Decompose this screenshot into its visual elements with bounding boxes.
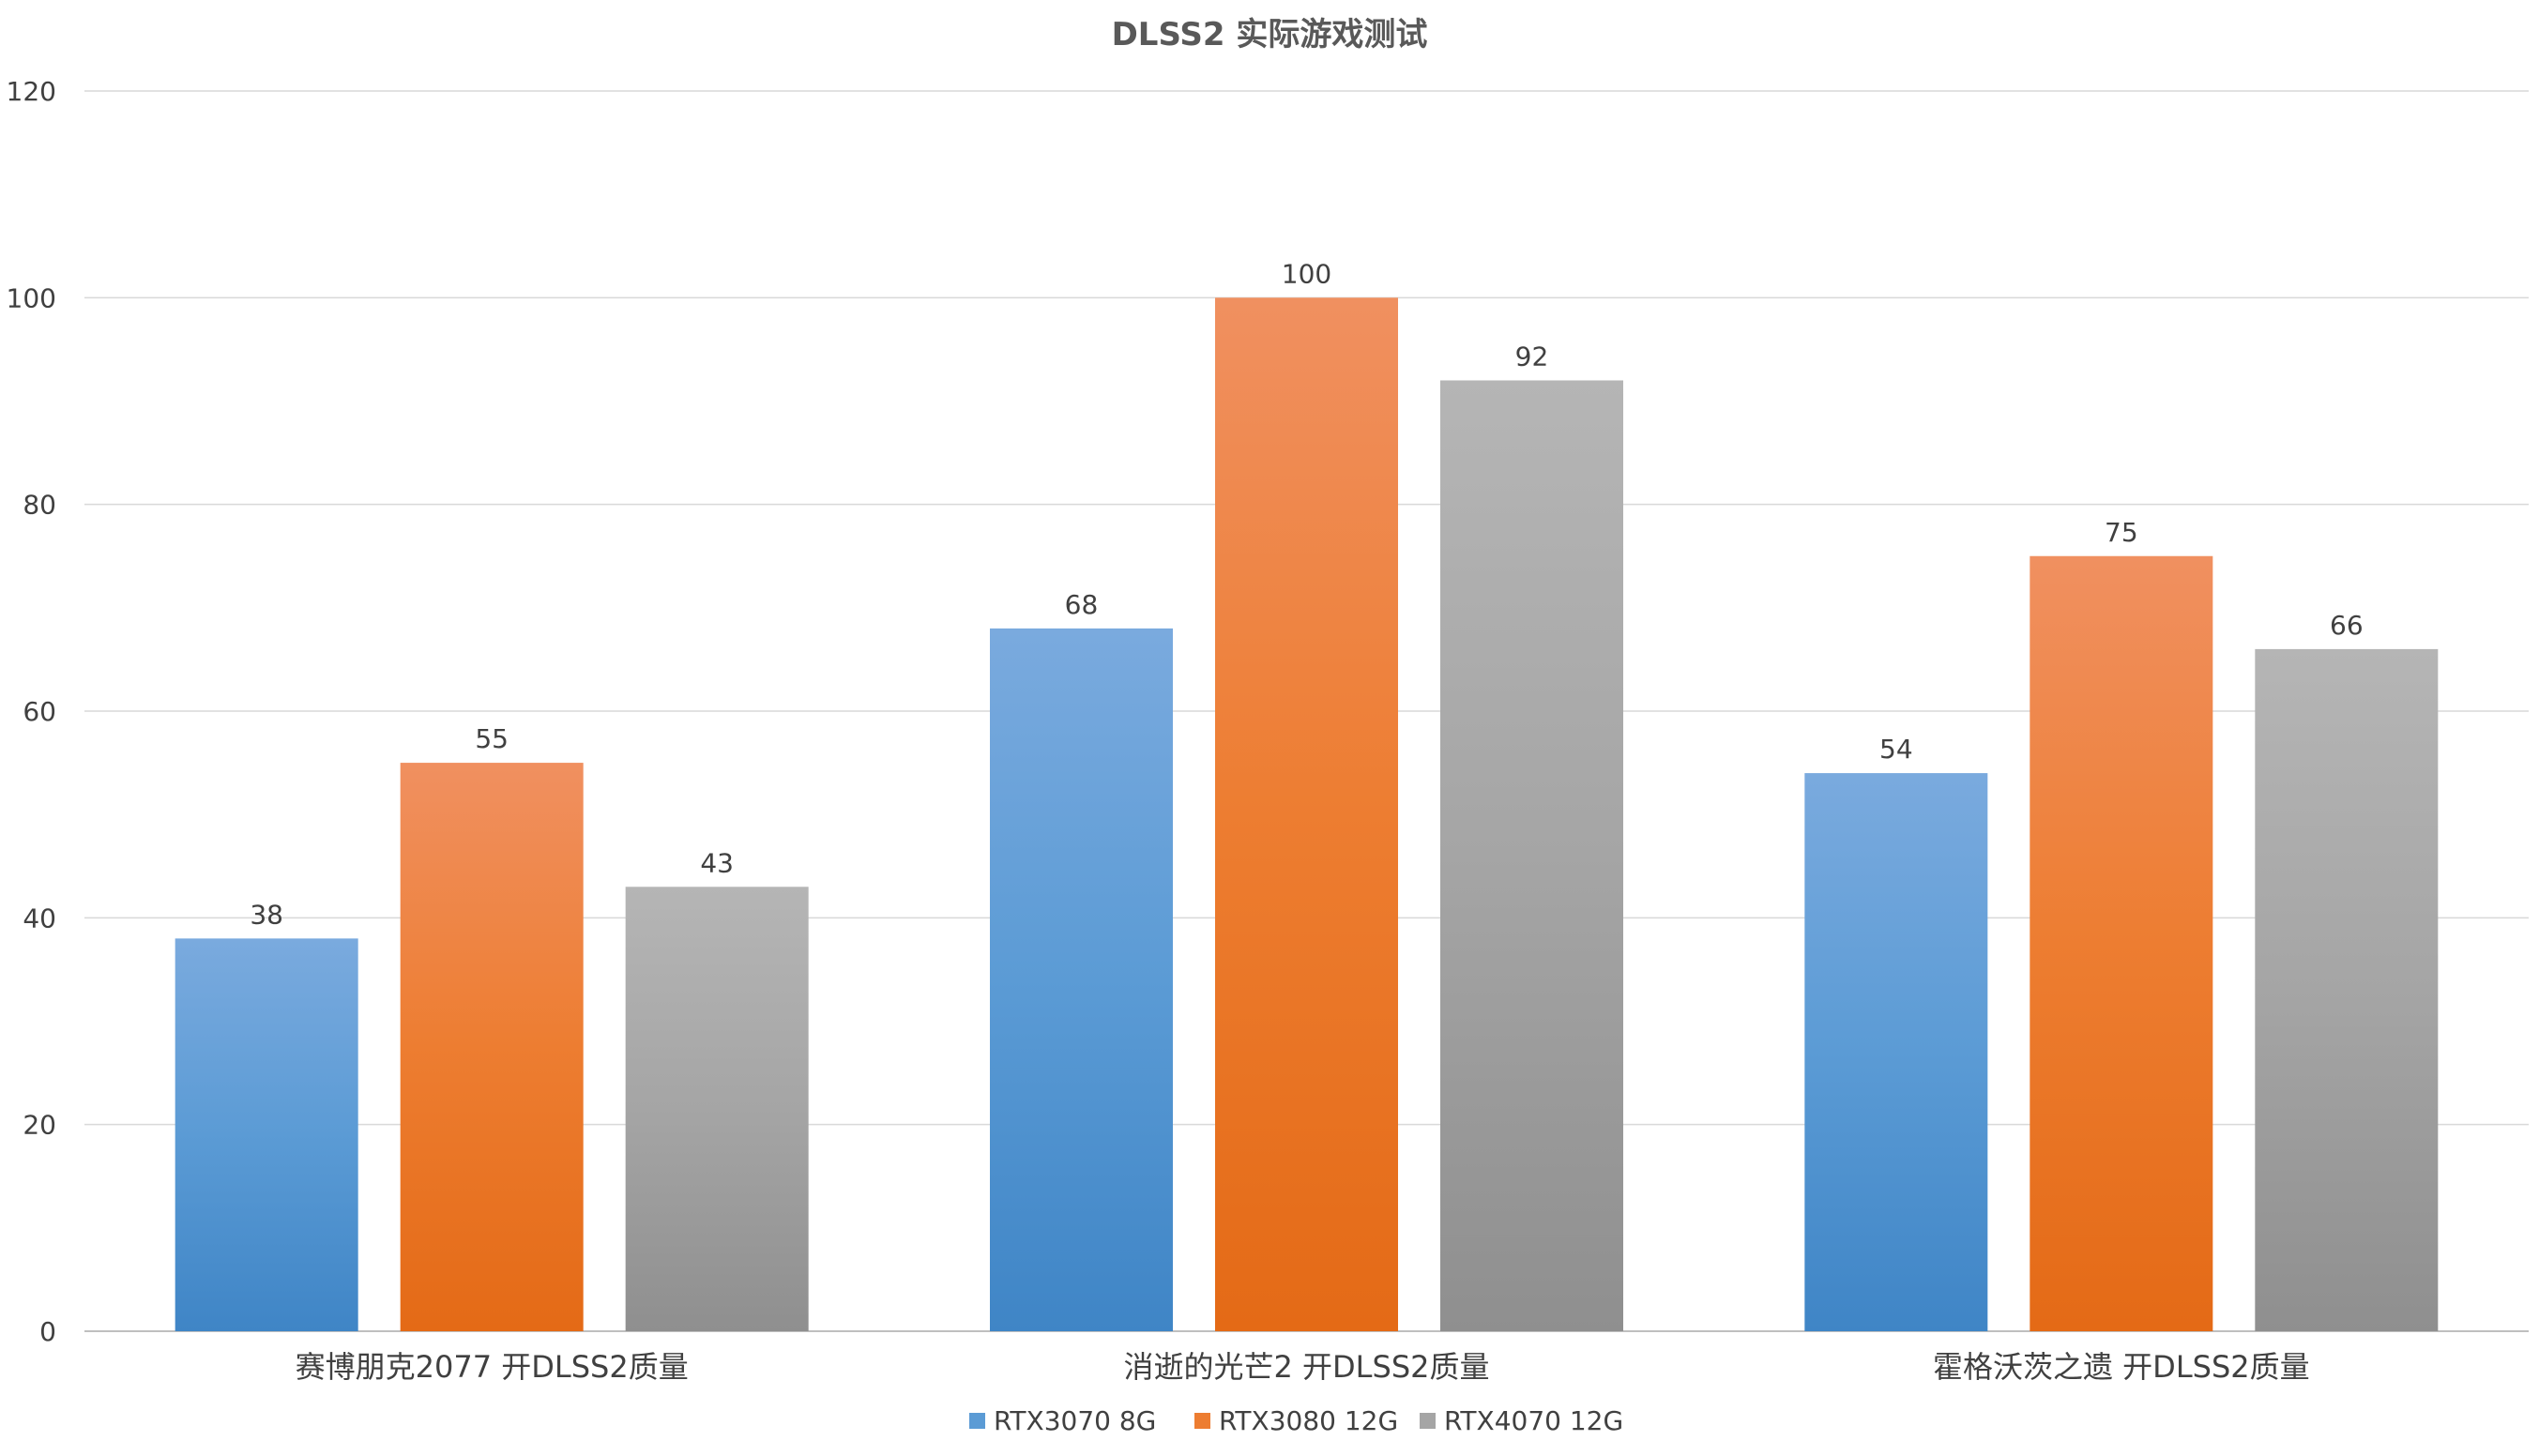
data-label: 43 — [700, 847, 734, 878]
y-tick-label: 60 — [23, 696, 56, 727]
legend-label: RTX3070 8G — [994, 1405, 1156, 1436]
bar — [1215, 297, 1398, 1331]
legend-label: RTX3080 12G — [1219, 1405, 1398, 1436]
category-labels: 赛博朋克2077 开DLSS2质量 消逝的光芒2 开DLSS2质量 霍格沃茨之遗 开… — [296, 1349, 2310, 1385]
data-label: 66 — [2330, 610, 2364, 641]
category-label: 消逝的光芒2 开DLSS2质量 — [1124, 1349, 1490, 1385]
legend: RTX3070 8G RTX3080 12G RTX4070 12G — [969, 1405, 1623, 1436]
y-tick-label: 80 — [23, 490, 56, 521]
data-label: 55 — [475, 723, 509, 754]
y-tick-label: 0 — [39, 1316, 56, 1347]
y-tick-label: 120 — [7, 76, 56, 107]
bar — [1440, 380, 1623, 1331]
data-label: 38 — [250, 899, 283, 930]
chart-title: DLSS2 实际游戏测试 — [1112, 16, 1428, 53]
legend-label: RTX4070 12G — [1444, 1405, 1623, 1436]
y-tick-label: 100 — [7, 282, 56, 313]
bars — [175, 297, 2439, 1331]
data-label: 100 — [1282, 258, 1331, 289]
legend-swatch — [1194, 1413, 1210, 1429]
category-label: 霍格沃茨之遗 开DLSS2质量 — [1933, 1349, 2310, 1385]
data-label: 75 — [2105, 517, 2138, 548]
bar — [175, 938, 358, 1331]
data-label: 54 — [1879, 734, 1913, 765]
category-label: 赛博朋克2077 开DLSS2质量 — [296, 1349, 689, 1385]
legend-swatch — [1420, 1413, 1436, 1429]
bar — [2030, 555, 2213, 1331]
y-axis-tick-labels: 0 20 40 60 80 100 120 — [7, 76, 56, 1347]
data-label: 92 — [1515, 341, 1549, 372]
bar — [625, 887, 809, 1331]
legend-swatch — [969, 1413, 985, 1429]
bar — [990, 628, 1173, 1331]
y-tick-label: 20 — [23, 1110, 56, 1141]
bar — [400, 763, 584, 1331]
data-labels: 38 55 43 68 100 92 54 75 66 — [250, 258, 2363, 930]
bar — [2255, 648, 2439, 1331]
y-tick-label: 40 — [23, 902, 56, 933]
data-label: 68 — [1065, 589, 1099, 620]
bar — [1804, 773, 1988, 1331]
